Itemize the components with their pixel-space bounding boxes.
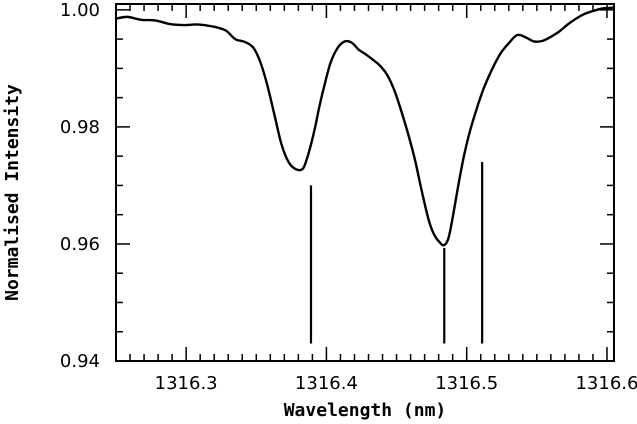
y-axis-label: Normalised Intensity — [2, 84, 23, 301]
tick-labels: 1316.3 1316.4 1316.5 1316.6 0.94 0.96 0.98 1.00 — [60, 0, 637, 394]
line-markers — [309, 162, 484, 344]
x-tick-label: 1316.4 — [295, 373, 358, 394]
x-tick-label: 1316.6 — [575, 373, 637, 394]
y-tick-label: 1.00 — [60, 0, 100, 21]
axis-ticks — [115, 4, 614, 362]
intensity-curve — [114, 6, 616, 247]
y-tick-label: 0.96 — [60, 234, 100, 255]
x-tick-label: 1316.5 — [435, 373, 498, 394]
plot-frame — [115, 3, 615, 362]
y-tick-label: 0.98 — [60, 117, 100, 138]
x-tick-label: 1316.3 — [155, 373, 218, 394]
y-tick-label: 0.94 — [60, 351, 100, 372]
x-axis-label: Wavelength (nm) — [284, 400, 447, 421]
